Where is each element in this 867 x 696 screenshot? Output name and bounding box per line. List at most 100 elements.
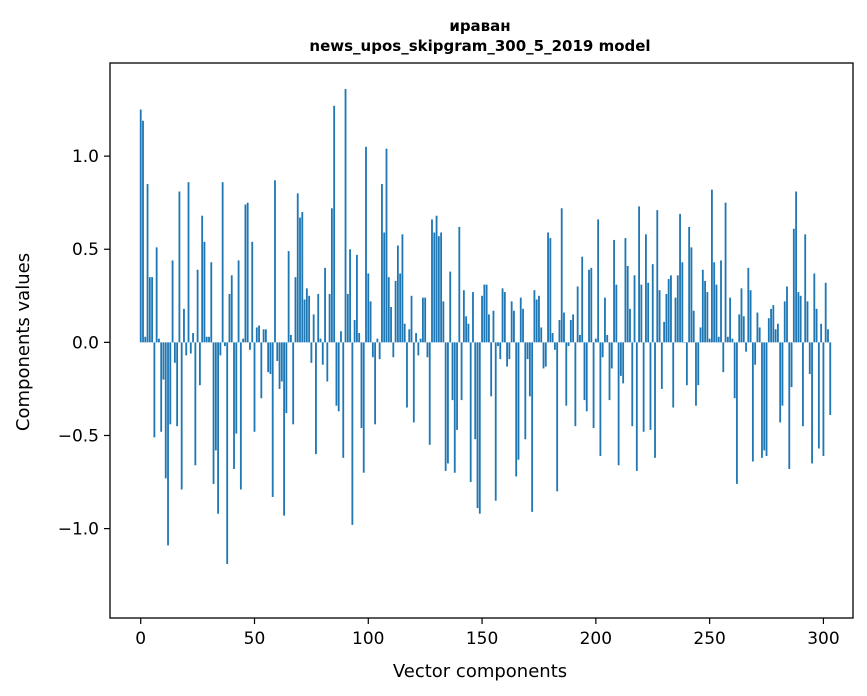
- bar: [579, 334, 581, 343]
- bar-series: [139, 89, 832, 564]
- bar: [526, 342, 529, 360]
- bar: [811, 342, 813, 464]
- bar: [756, 312, 759, 343]
- bar: [447, 342, 449, 464]
- bar: [802, 342, 804, 427]
- bar: [790, 342, 793, 388]
- bar: [822, 342, 825, 456]
- bar: [274, 180, 276, 343]
- x-tick-label: 200: [580, 629, 612, 649]
- bar: [736, 342, 738, 484]
- bar: [242, 338, 245, 343]
- bar: [795, 191, 798, 343]
- chart-title: иравaн: [449, 17, 510, 35]
- bar: [574, 342, 577, 427]
- y-tick-label: 0.5: [72, 240, 99, 260]
- bar: [615, 284, 618, 343]
- bar: [233, 342, 235, 469]
- bar: [713, 262, 716, 343]
- bar: [185, 342, 188, 356]
- bar: [385, 148, 388, 343]
- bar: [342, 342, 345, 458]
- bar: [695, 342, 697, 406]
- bar: [733, 342, 736, 399]
- y-tick-label: −0.5: [58, 426, 99, 446]
- bar: [497, 342, 499, 347]
- bar: [481, 295, 483, 343]
- bar: [692, 310, 695, 343]
- bar: [608, 342, 611, 401]
- bar: [599, 342, 602, 456]
- bar: [751, 342, 754, 462]
- bar: [340, 331, 342, 343]
- bar: [522, 308, 524, 343]
- bar: [371, 342, 374, 358]
- bar: [467, 323, 470, 343]
- bar: [349, 249, 351, 343]
- bar: [394, 280, 397, 343]
- bar: [740, 288, 743, 343]
- bar: [465, 316, 468, 343]
- bar: [167, 342, 169, 546]
- bar: [196, 269, 199, 343]
- bar: [401, 234, 404, 343]
- bar: [519, 297, 522, 343]
- bar: [474, 342, 477, 440]
- bar: [754, 342, 757, 365]
- bar: [742, 316, 745, 343]
- bar: [271, 342, 274, 497]
- bar: [192, 333, 194, 343]
- bar: [528, 342, 531, 397]
- bar: [820, 323, 823, 343]
- x-tick-label: 300: [807, 629, 839, 649]
- bar: [301, 211, 304, 343]
- bar: [817, 342, 820, 449]
- bar: [651, 264, 654, 343]
- bar: [374, 342, 377, 425]
- bar: [290, 334, 292, 343]
- bar: [283, 342, 285, 516]
- bar: [788, 342, 791, 469]
- bar: [253, 342, 256, 432]
- bar: [146, 184, 149, 343]
- bar: [269, 342, 272, 375]
- bar: [670, 275, 672, 343]
- bar: [610, 342, 613, 369]
- bar: [747, 267, 750, 343]
- bar: [415, 333, 417, 343]
- bar: [442, 301, 445, 343]
- bar: [153, 342, 156, 438]
- bar: [667, 279, 670, 343]
- bar: [590, 267, 593, 343]
- bar: [267, 342, 270, 373]
- bar: [626, 266, 629, 343]
- bar: [369, 301, 372, 343]
- bar: [720, 260, 722, 343]
- bar: [553, 342, 556, 350]
- bar: [437, 236, 440, 343]
- bar: [173, 342, 176, 363]
- bar: [679, 213, 681, 343]
- bar: [276, 342, 279, 361]
- bar: [619, 342, 622, 376]
- bar: [453, 342, 456, 473]
- bar: [827, 329, 829, 343]
- bar: [676, 275, 679, 343]
- y-axis-label: Components values: [13, 253, 34, 431]
- bar: [647, 282, 650, 343]
- bar: [829, 342, 832, 415]
- bar: [492, 310, 495, 343]
- bar: [658, 290, 661, 343]
- bar: [239, 342, 242, 490]
- bar: [180, 342, 183, 490]
- bar: [761, 342, 763, 458]
- axis-ticks: 0 50 100 150 200 250 300 −1.0 −0.5 0.0 0.5 1.0: [58, 147, 840, 649]
- bar: [749, 290, 752, 343]
- bar: [729, 297, 732, 343]
- bar: [622, 342, 625, 384]
- bar: [731, 338, 734, 343]
- bar: [337, 342, 340, 412]
- bar: [597, 219, 600, 343]
- bar: [428, 342, 431, 445]
- bar: [781, 342, 784, 406]
